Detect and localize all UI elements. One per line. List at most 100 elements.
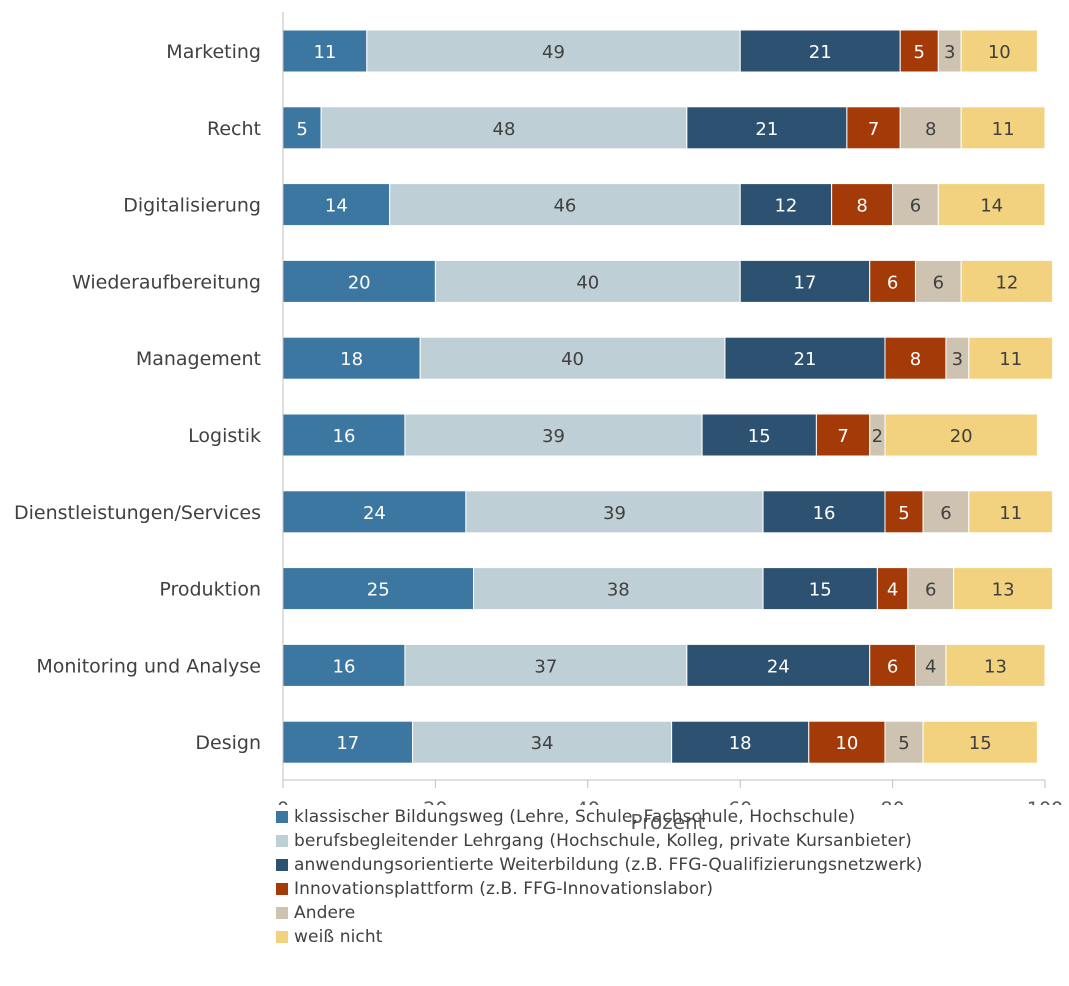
x-tick-label: 80 [881,798,905,805]
bar-segment [389,183,741,227]
data-label: 18 [729,733,752,754]
category-label: Management [136,348,261,370]
bar-segment [914,259,962,303]
x-axis: 0 20 40 60 80 100 [277,12,1063,805]
data-label: 5 [898,503,909,524]
bar-segment [907,567,955,611]
data-label: 16 [333,656,356,677]
legend-swatch [276,811,288,823]
bar-segment [884,720,924,764]
bar-segment [412,720,673,764]
bar-segment [282,29,368,73]
bar-segment [320,106,688,150]
bar-segment [282,413,406,457]
data-label: 24 [767,656,790,677]
data-label: 11 [999,349,1022,370]
data-label: 15 [809,580,832,601]
bar-segment [434,259,741,303]
data-label: 5 [296,119,307,140]
legend-item: anwendungsorientierte Weiterbildung (z.B… [276,853,923,877]
data-label: 10 [835,733,858,754]
data-label: 15 [748,426,771,447]
legend-label: weiß nicht [294,927,383,947]
data-label: 6 [910,196,921,217]
data-label: 18 [340,349,363,370]
data-label: 25 [367,580,390,601]
bar-segment [282,720,414,764]
bar-segment [282,183,391,227]
bar-segment [960,259,1054,303]
x-tick-label: 20 [423,798,447,805]
bar-segment [808,720,886,764]
bar-segment [937,183,1046,227]
data-label: 5 [914,42,925,63]
bar-segment [686,643,871,687]
data-label: 13 [984,656,1007,677]
category-label: Logistik [188,425,261,447]
category-label: Wiederaufbereitung [72,271,261,293]
data-label: 16 [333,426,356,447]
data-label: 6 [887,272,898,293]
legend-label: klassischer Bildungsweg (Lehre, Schule, … [294,807,856,827]
legend-label: Innovationsplattform (z.B. FFG-Innovatio… [294,879,714,899]
legend-item: Andere [276,901,923,925]
bar-segment [419,336,726,380]
data-label: 3 [952,349,963,370]
legend: klassischer Bildungsweg (Lehre, Schule, … [276,805,923,949]
bar-segment [914,643,947,687]
x-tick-label: 60 [728,798,752,805]
category-label: Monitoring und Analyse [36,655,261,677]
data-label: 24 [363,503,386,524]
data-label: 12 [774,196,797,217]
data-label: 11 [313,42,336,63]
bar-segment [846,106,901,150]
data-label: 39 [542,426,565,447]
data-label: 11 [992,119,1015,140]
data-label: 10 [988,42,1011,63]
category-label: Marketing [166,41,261,63]
data-label: 6 [933,272,944,293]
legend-swatch [276,931,288,943]
bar-segment [899,106,962,150]
bar-segment [815,413,871,457]
data-label: 13 [992,580,1015,601]
category-label: Design [195,732,261,754]
bar-segment [739,183,833,227]
data-label: 15 [969,733,992,754]
data-label: 37 [534,656,557,677]
bar-segment [869,259,916,303]
category-label: Dienstleistungen/Services [14,502,261,524]
data-label: 20 [950,426,973,447]
data-label: 7 [868,119,879,140]
bar-segment [686,106,848,150]
data-label: 8 [856,196,867,217]
bar-segment [739,29,901,73]
data-label: 17 [336,733,359,754]
bar-segment [282,490,467,534]
data-label: 8 [910,349,921,370]
bar-segment [960,106,1046,150]
data-label: 48 [493,119,516,140]
bar-segment [282,643,406,687]
bar-segment [922,720,1038,764]
bar-segment [968,336,1054,380]
data-label: 6 [887,656,898,677]
data-label: 40 [561,349,584,370]
bar-segment [739,259,871,303]
data-label: 6 [925,580,936,601]
bar-segment [701,413,817,457]
data-label: 16 [813,503,836,524]
legend-label: anwendungsorientierte Weiterbildung (z.B… [294,855,923,875]
data-label: 14 [980,196,1003,217]
category-label: Digitalisierung [123,195,261,217]
data-label: 5 [898,733,909,754]
data-label: 2 [872,426,883,447]
bar-segment [282,259,436,303]
data-label: 40 [576,272,599,293]
bar-segment [404,413,703,457]
bar-segment [762,490,886,534]
legend-label: Andere [294,903,356,923]
bar-segment [762,567,878,611]
bar-segment [724,336,886,380]
